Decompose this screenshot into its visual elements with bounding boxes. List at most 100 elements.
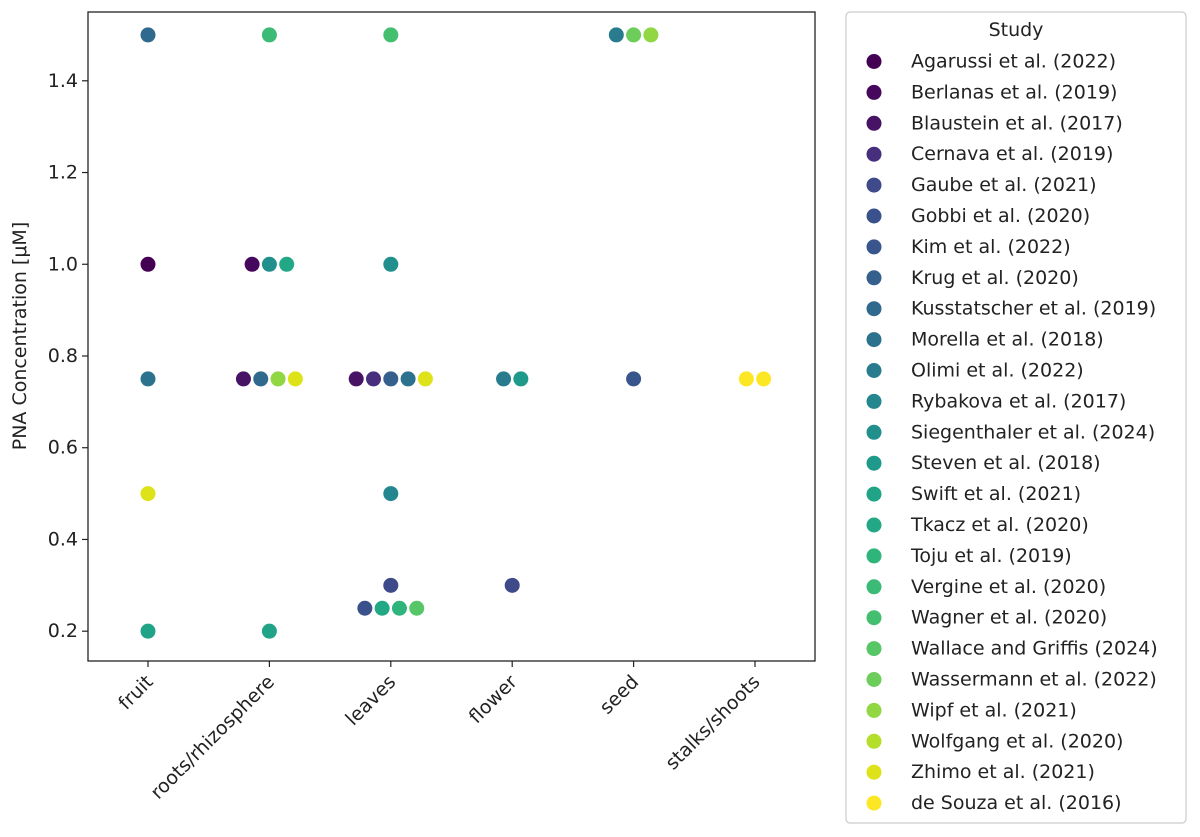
legend-entry: Zhimo et al. (2021) <box>911 761 1095 783</box>
data-point <box>383 577 399 593</box>
data-point <box>140 371 156 387</box>
legend-entry: Blaustein et al. (2017) <box>911 112 1123 134</box>
data-point <box>261 623 277 639</box>
y-tick-label: 0.4 <box>48 528 78 550</box>
data-point <box>140 256 156 272</box>
legend-marker <box>866 146 882 162</box>
legend-entry: Olimi et al. (2022) <box>911 360 1084 382</box>
data-point <box>504 577 520 593</box>
data-point <box>261 27 277 43</box>
legend-marker <box>866 795 882 811</box>
data-point <box>140 623 156 639</box>
legend-marker <box>866 332 882 348</box>
legend-entry: Vergine et al. (2020) <box>911 576 1106 598</box>
data-point <box>244 256 260 272</box>
data-point <box>366 371 381 387</box>
data-point <box>383 27 399 43</box>
x-tick-label: seed <box>596 671 644 719</box>
legend-marker <box>866 548 882 564</box>
y-tick-label: 1.4 <box>48 70 78 92</box>
x-tick-label: roots/rhizosphere <box>146 671 279 804</box>
data-point <box>513 371 529 387</box>
legend-entry: Siegenthaler et al. (2024) <box>911 421 1155 443</box>
y-axis: 0.2 0.4 0.6 0.8 1.0 1.2 1.4 <box>48 70 88 642</box>
data-point <box>383 371 399 387</box>
plot-area <box>87 11 816 662</box>
legend-marker <box>866 641 882 657</box>
data-point <box>261 256 277 272</box>
y-tick-label: 0.2 <box>48 620 78 642</box>
legend-marker <box>866 239 882 255</box>
legend-entry: Kim et al. (2022) <box>911 236 1071 258</box>
data-point <box>383 256 399 272</box>
data-point <box>270 371 286 387</box>
x-tick-label: fruit <box>114 671 157 714</box>
data-point <box>643 27 659 43</box>
legend-entry: Agarussi et al. (2022) <box>911 51 1116 73</box>
legend-entry: Wallace and Griffis (2024) <box>911 638 1158 660</box>
legend-marker <box>866 84 882 100</box>
data-point <box>409 600 425 616</box>
plot-frame <box>87 11 816 662</box>
legend-marker <box>866 610 882 626</box>
legend: Study Agarussi et al. (2022) Berlanas et a… <box>845 11 1187 824</box>
data-point <box>235 371 251 387</box>
legend-entry: Wassermann et al. (2022) <box>911 669 1157 691</box>
data-point <box>287 371 303 387</box>
legend-entry: Berlanas et al. (2019) <box>911 81 1117 103</box>
x-tick-label: flower <box>465 671 522 728</box>
data-point <box>400 371 416 387</box>
data-point <box>348 371 364 387</box>
data-point <box>140 27 156 43</box>
legend-entry: Wipf et al. (2021) <box>911 699 1077 721</box>
legend-entry: Rybakova et al. (2017) <box>911 390 1126 412</box>
legend-entry: Gobbi et al. (2020) <box>911 205 1090 227</box>
legend-marker <box>866 393 882 409</box>
legend-frame <box>845 11 1187 824</box>
legend-marker <box>866 733 882 749</box>
legend-marker <box>866 54 882 69</box>
legend-entry: Gaube et al. (2021) <box>911 174 1097 196</box>
legend-marker <box>866 764 882 780</box>
data-point <box>626 371 642 387</box>
data-point <box>383 486 399 502</box>
y-tick-label: 0.8 <box>48 345 78 367</box>
y-axis-label: PNA Concentration [μM] <box>9 222 31 450</box>
legend-marker <box>866 115 882 131</box>
legend-entry: Steven et al. (2018) <box>911 452 1101 474</box>
legend-entry: Wolfgang et al. (2020) <box>911 730 1123 752</box>
legend-marker <box>866 517 882 533</box>
legend-entry: de Souza et al. (2016) <box>911 792 1122 814</box>
y-tick-label: 1.2 <box>48 162 78 184</box>
legend-entry: Toju et al. (2019) <box>910 545 1072 567</box>
legend-entry: Wagner et al. (2020) <box>911 607 1107 629</box>
data-point <box>496 371 512 387</box>
x-tick-label: leaves <box>341 671 400 730</box>
data-point <box>253 371 269 387</box>
y-tick-label: 0.6 <box>48 437 78 459</box>
legend-title: Study <box>989 19 1044 41</box>
legend-entry: Morella et al. (2018) <box>911 329 1104 351</box>
data-point <box>140 486 156 502</box>
legend-marker <box>866 177 882 193</box>
legend-entry: Kusstatscher et al. (2019) <box>911 298 1156 320</box>
legend-entry: Swift et al. (2021) <box>911 483 1081 505</box>
data-point <box>279 256 295 272</box>
data-point <box>608 27 624 43</box>
data-point <box>756 371 772 387</box>
legend-marker <box>866 424 882 440</box>
data-point <box>357 600 373 616</box>
legend-entry: Krug et al. (2020) <box>911 267 1079 289</box>
y-tick-label: 1.0 <box>48 253 78 275</box>
legend-marker <box>866 486 882 502</box>
data-point <box>417 371 433 387</box>
data-point <box>626 27 642 43</box>
legend-marker <box>866 208 882 224</box>
legend-marker <box>866 702 882 718</box>
legend-marker <box>866 301 882 317</box>
data-point <box>391 600 407 616</box>
x-tick-label: stalks/shoots <box>661 671 764 774</box>
legend-marker <box>866 363 882 378</box>
